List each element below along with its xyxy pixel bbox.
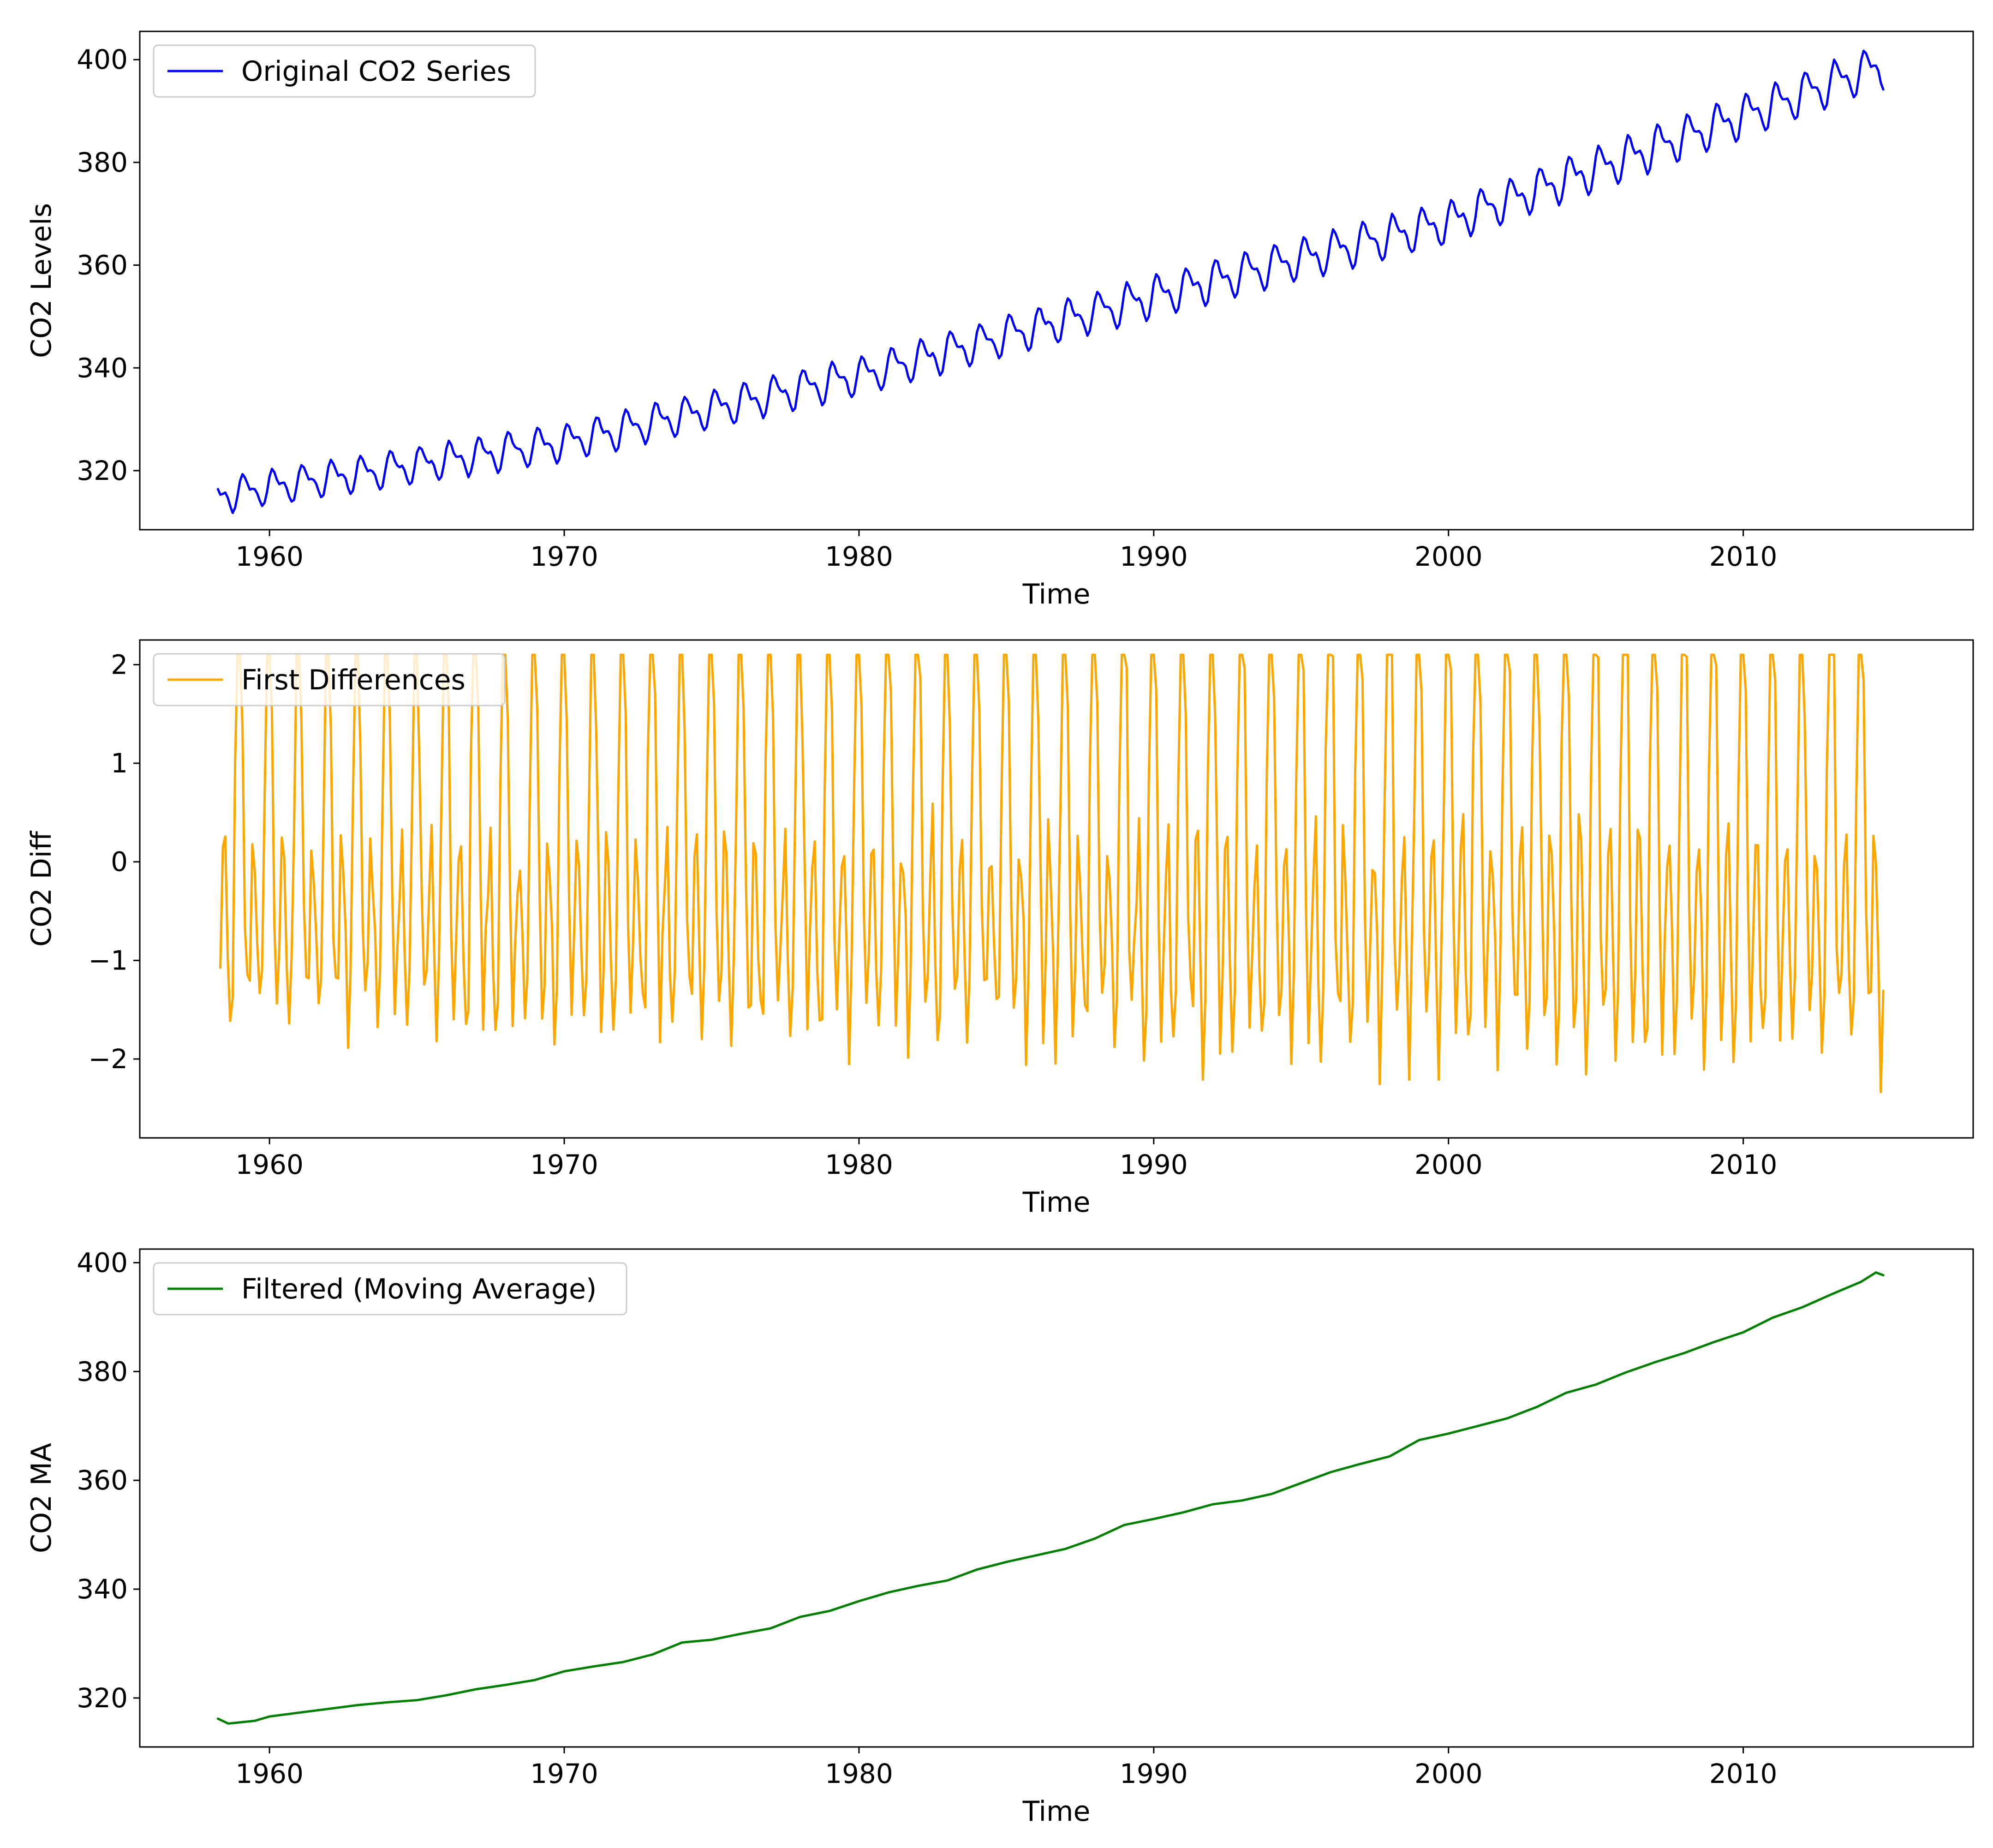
legend-label: Filtered (Moving Average) <box>241 1273 597 1305</box>
legend-box <box>153 653 506 706</box>
y-axis-ticks: 320 340 360 380 400 <box>77 44 140 486</box>
y-tick-label: 340 <box>77 1573 128 1605</box>
y-tick-label: 2 <box>111 649 128 680</box>
x-tick-label: 1990 <box>1120 1149 1188 1180</box>
x-tick-label: 1990 <box>1120 541 1188 572</box>
x-tick-label: 2010 <box>1709 541 1778 572</box>
y-tick-label: 1 <box>111 748 128 779</box>
x-tick-label: 2000 <box>1414 1149 1483 1180</box>
plot-frame <box>139 30 1974 531</box>
legend: Original CO2 Series <box>153 44 536 98</box>
series-line-moving-average <box>216 1271 1885 1725</box>
x-tick-label: 1970 <box>530 1758 598 1789</box>
x-axis-label: Time <box>1022 1186 1091 1219</box>
x-tick-label: 1980 <box>825 1758 893 1789</box>
x-tick-label: 2000 <box>1414 1758 1483 1789</box>
y-tick-label: 400 <box>77 1247 128 1278</box>
y-tick-label: −2 <box>89 1043 128 1075</box>
x-tick-label: 1960 <box>235 541 304 572</box>
x-tick-label: 1970 <box>530 1149 598 1180</box>
y-axis-label: CO2 Diff <box>25 831 58 947</box>
x-tick-label: 2010 <box>1709 1149 1778 1180</box>
subplot-original-co2: 1960 1970 1980 1990 2000 2010 320 340 360 380 400… <box>25 30 1974 610</box>
x-axis-ticks: 1960 1970 1980 1990 2000 2010 <box>235 530 1777 572</box>
legend-box <box>153 1262 627 1316</box>
x-tick-label: 1990 <box>1120 1758 1188 1789</box>
series-line-first-differences <box>219 653 1885 1094</box>
y-axis-label: CO2 Levels <box>25 203 58 358</box>
x-axis-ticks: 1960 1970 1980 1990 2000 2010 <box>235 1747 1777 1789</box>
plot-frame <box>139 1248 1974 1748</box>
y-tick-label: −1 <box>89 945 128 976</box>
x-tick-label: 1960 <box>235 1758 304 1789</box>
subplot-moving-average: 1960 1970 1980 1990 2000 2010 320 340 360 380 400… <box>25 1247 1974 1828</box>
subplot-first-differences: 1960 1970 1980 1990 2000 2010 −2 −1 0 1 2 Time CO… <box>25 639 1974 1219</box>
x-axis-ticks: 1960 1970 1980 1990 2000 2010 <box>235 1138 1777 1180</box>
x-tick-label: 1970 <box>530 541 598 572</box>
y-tick-label: 400 <box>77 44 128 75</box>
legend-label: Original CO2 Series <box>241 55 511 88</box>
legend-label: First Differences <box>241 664 465 696</box>
x-tick-label: 2010 <box>1709 1758 1778 1789</box>
y-tick-label: 0 <box>111 846 128 878</box>
y-tick-label: 320 <box>77 455 128 486</box>
x-tick-label: 2000 <box>1414 541 1483 572</box>
y-tick-label: 320 <box>77 1682 128 1714</box>
legend: First Differences <box>153 653 506 706</box>
y-tick-label: 360 <box>77 250 128 281</box>
y-tick-label: 340 <box>77 352 128 383</box>
legend: Filtered (Moving Average) <box>153 1262 627 1316</box>
y-axis-ticks: −2 −1 0 1 2 <box>89 649 140 1075</box>
x-tick-label: 1980 <box>825 1149 893 1180</box>
series-line-original-co2 <box>216 49 1885 514</box>
x-axis-label: Time <box>1022 1795 1091 1828</box>
y-axis-ticks: 320 340 360 380 400 <box>77 1247 140 1714</box>
plot-frame <box>139 639 1974 1139</box>
x-axis-label: Time <box>1022 578 1091 610</box>
legend-box <box>153 44 536 98</box>
x-tick-label: 1980 <box>825 541 893 572</box>
y-tick-label: 380 <box>77 1356 128 1387</box>
x-tick-label: 1960 <box>235 1149 304 1180</box>
y-tick-label: 380 <box>77 147 128 178</box>
y-tick-label: 360 <box>77 1465 128 1496</box>
y-axis-label: CO2 MA <box>25 1443 58 1553</box>
